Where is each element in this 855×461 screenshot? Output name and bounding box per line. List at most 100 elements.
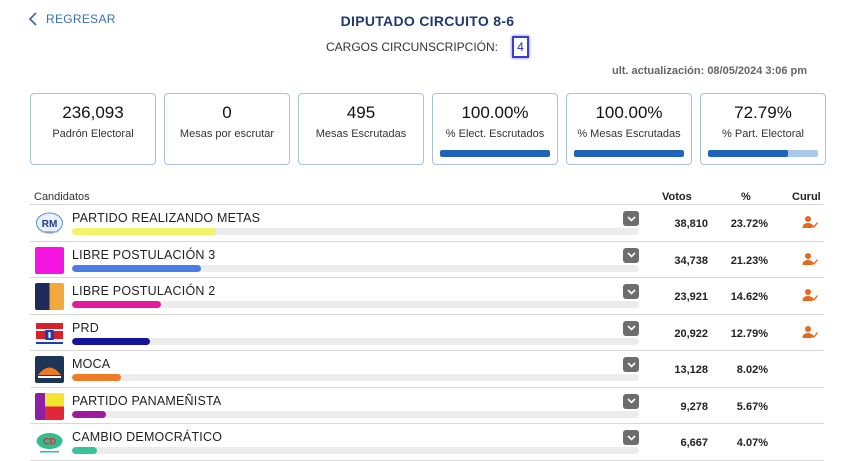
- card-label: % Elect. Escrutados: [445, 128, 545, 140]
- card-padron: 236,093 Padrón Electoral: [30, 93, 156, 165]
- header-pct: %: [741, 191, 751, 203]
- vote-count: 23,921: [674, 291, 708, 303]
- card-value: 100.00%: [595, 103, 663, 122]
- back-link[interactable]: REGRESAR: [28, 12, 116, 26]
- back-label: REGRESAR: [46, 12, 116, 26]
- vote-bar-fill: [72, 374, 121, 381]
- card-label: % Mesas Escrutadas: [577, 128, 681, 140]
- table-row: LIBRE POSTULACIÓN 2 23,921 14.62%: [30, 278, 824, 315]
- curul-icon: [802, 325, 818, 338]
- moca-logo: [35, 356, 64, 383]
- card-value: 236,093: [62, 103, 124, 122]
- vote-pct: 12.79%: [730, 327, 768, 340]
- progress-fill: [440, 150, 550, 157]
- vote-bar: [72, 228, 639, 235]
- party-color-logo: [35, 246, 64, 274]
- rm-logo: RM: [35, 210, 64, 237]
- expand-button[interactable]: [623, 284, 639, 299]
- progress-fill: [708, 150, 789, 157]
- party-color-logo: [35, 283, 64, 310]
- expand-button[interactable]: [623, 247, 639, 263]
- card-part-electoral: 72.79% % Part. Electoral: [700, 93, 826, 165]
- vote-count: 9,278: [680, 400, 708, 413]
- table-header: Candidatos Votos % Curul: [30, 188, 824, 205]
- party-name: PARTIDO PANAMEÑISTA: [72, 393, 222, 408]
- prd-logo: [35, 319, 64, 347]
- chevron-left-icon: [28, 12, 37, 26]
- cargos-line: CARGOS CIRCUNSCRIPCIÓN: 4: [0, 36, 855, 58]
- table-row: PRD 20,922 12.79%: [30, 315, 824, 351]
- vote-pct: 21.23%: [730, 254, 768, 267]
- card-value: 0: [222, 103, 232, 122]
- expand-button[interactable]: [623, 320, 639, 336]
- table-row: LIBRE POSTULACIÓN 3 34,738 21.23%: [30, 242, 824, 278]
- chevron-down-icon: [626, 361, 636, 368]
- progress-bar: [574, 150, 684, 157]
- card-value: 100.00%: [461, 103, 529, 122]
- cargos-value[interactable]: 4: [512, 36, 529, 58]
- vote-bar-fill: [72, 447, 97, 454]
- card-mesas-por-escrutar: 0 Mesas por escrutar: [164, 93, 290, 165]
- vote-bar: [72, 447, 639, 454]
- party-name: LIBRE POSTULACIÓN 3: [72, 247, 216, 262]
- vote-bar: [72, 337, 639, 345]
- card-label: Padrón Electoral: [52, 128, 134, 140]
- vote-bar-fill: [72, 410, 107, 418]
- chevron-down-icon: [626, 252, 636, 258]
- vote-bar: [72, 301, 639, 308]
- chevron-down-icon: [626, 288, 636, 295]
- progress-bar: [708, 150, 818, 157]
- expand-button[interactable]: [623, 430, 639, 445]
- header-candidates: Candidatos: [34, 191, 90, 203]
- expand-button[interactable]: [623, 211, 639, 226]
- card-mesas-escrutadas: 495 Mesas Escrutadas: [298, 93, 424, 165]
- vote-bar-fill: [72, 337, 150, 345]
- table-row: RM PARTIDO REALIZANDO METAS 38,810 23.72…: [30, 205, 824, 242]
- vote-count: 6,667: [680, 437, 708, 449]
- vote-bar: [72, 264, 639, 272]
- chevron-down-icon: [626, 215, 636, 222]
- card-label: Mesas por escrutar: [179, 128, 275, 140]
- vote-count: 13,128: [674, 364, 708, 376]
- candidates-table: Candidatos Votos % Curul RM PARTIDO REAL…: [30, 188, 824, 461]
- vote-count: 20,922: [674, 327, 708, 340]
- party-name: PRD: [72, 320, 99, 335]
- card-value: 72.79%: [734, 103, 792, 122]
- cd-logo: CD: [35, 429, 64, 456]
- vote-bar: [72, 374, 639, 381]
- card-value: 495: [346, 103, 376, 122]
- cargos-label: CARGOS CIRCUNSCRIPCIÓN:: [325, 40, 498, 54]
- vote-pct: 14.62%: [730, 291, 768, 303]
- card-elect-escrutados: 100.00% % Elect. Escrutados: [432, 93, 558, 165]
- chevron-down-icon: [626, 434, 636, 441]
- chevron-down-icon: [626, 325, 636, 331]
- expand-button[interactable]: [623, 393, 639, 409]
- party-name: MOCA: [72, 357, 111, 371]
- party-name: PARTIDO REALIZANDO METAS: [72, 211, 261, 225]
- header-curul: Curul: [792, 191, 821, 203]
- vote-bar: [72, 410, 639, 418]
- party-name: LIBRE POSTULACIÓN 2: [72, 284, 216, 298]
- expand-button[interactable]: [623, 357, 639, 372]
- party-name: CAMBIO DEMOCRÁTICO: [72, 430, 223, 444]
- stats-cards: 236,093 Padrón Electoral 0 Mesas por esc…: [30, 93, 826, 165]
- page-title: DIPUTADO CIRCUITO 8-6: [340, 13, 515, 29]
- vote-bar-fill: [72, 228, 216, 235]
- table-row: PARTIDO PANAMEÑISTA 9,278 5.67%: [30, 388, 824, 424]
- vote-count: 34,738: [674, 254, 708, 267]
- vote-count: 38,810: [674, 218, 708, 230]
- panamenista-logo: [35, 392, 64, 420]
- vote-pct: 4.07%: [736, 437, 768, 449]
- table-row: MOCA 13,128 8.02%: [30, 351, 824, 388]
- vote-pct: 5.67%: [736, 400, 768, 413]
- header-votes: Votos: [662, 191, 692, 203]
- logo-text: RM: [42, 219, 58, 230]
- vote-pct: 23.72%: [730, 218, 768, 230]
- vote-bar-fill: [72, 264, 201, 272]
- progress-bar: [440, 150, 550, 157]
- progress-fill: [574, 150, 684, 157]
- curul-icon: [802, 289, 818, 302]
- chevron-down-icon: [626, 398, 636, 404]
- last-update: ult. actualización: 08/05/2024 3:06 pm: [611, 65, 807, 77]
- vote-bar-fill: [72, 301, 161, 308]
